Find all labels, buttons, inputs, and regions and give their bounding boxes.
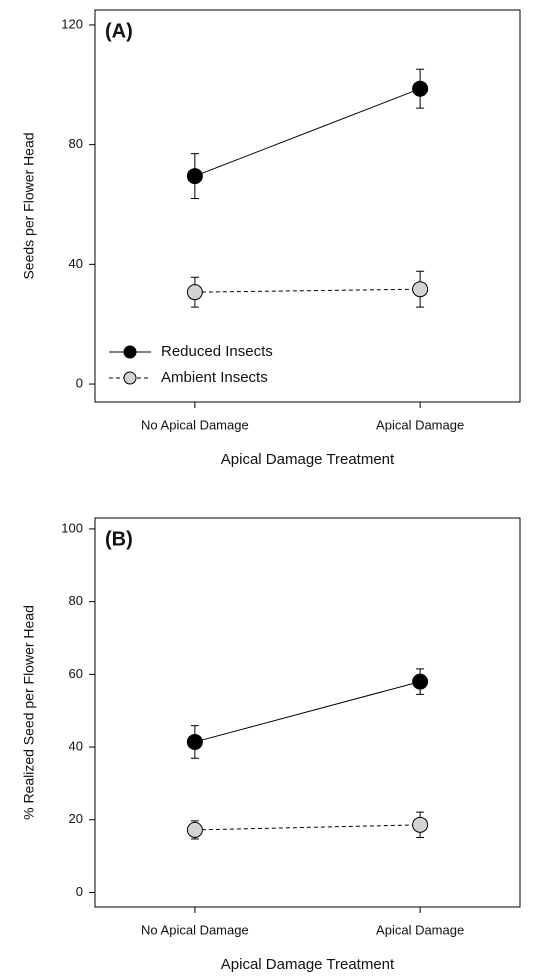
marker	[412, 673, 429, 690]
legend-label: Reduced Insects	[161, 343, 273, 360]
y-tick-label: 20	[69, 811, 83, 826]
x-axis-label: Apical Damage Treatment	[221, 956, 395, 973]
y-tick-label: 40	[69, 256, 83, 271]
x-tick-label: Apical Damage	[376, 922, 464, 937]
y-tick-label: 60	[69, 666, 83, 681]
x-axis-label: Apical Damage Treatment	[221, 451, 395, 468]
y-tick-label: 0	[76, 884, 83, 899]
series-line	[194, 681, 421, 743]
x-tick-label: No Apical Damage	[141, 922, 249, 937]
x-tick-label: No Apical Damage	[141, 417, 249, 432]
plot-frame	[94, 9, 521, 403]
marker	[412, 816, 429, 833]
series-line	[194, 824, 421, 831]
marker	[186, 733, 203, 750]
x-tick-label: Apical Damage	[376, 417, 464, 432]
legend-marker	[123, 371, 137, 385]
y-tick-label: 40	[69, 738, 83, 753]
marker	[186, 284, 203, 301]
panel-label: (B)	[105, 528, 133, 550]
marker	[186, 821, 203, 838]
series-line	[194, 88, 421, 177]
marker	[186, 168, 203, 185]
panel-label: (A)	[105, 20, 133, 42]
legend-label: Ambient Insects	[161, 369, 268, 386]
y-axis-label: Seeds per Flower Head	[21, 132, 37, 279]
y-axis-label: % Realized Seed per Flower Head	[21, 605, 37, 820]
legend-marker	[123, 345, 137, 359]
series-line	[194, 288, 421, 293]
y-tick-label: 120	[61, 16, 83, 31]
marker	[412, 281, 429, 298]
y-tick-label: 0	[76, 375, 83, 390]
plot-frame	[94, 517, 521, 908]
y-tick-label: 80	[69, 136, 83, 151]
marker	[412, 80, 429, 97]
y-tick-label: 100	[61, 520, 83, 535]
y-tick-label: 80	[69, 593, 83, 608]
